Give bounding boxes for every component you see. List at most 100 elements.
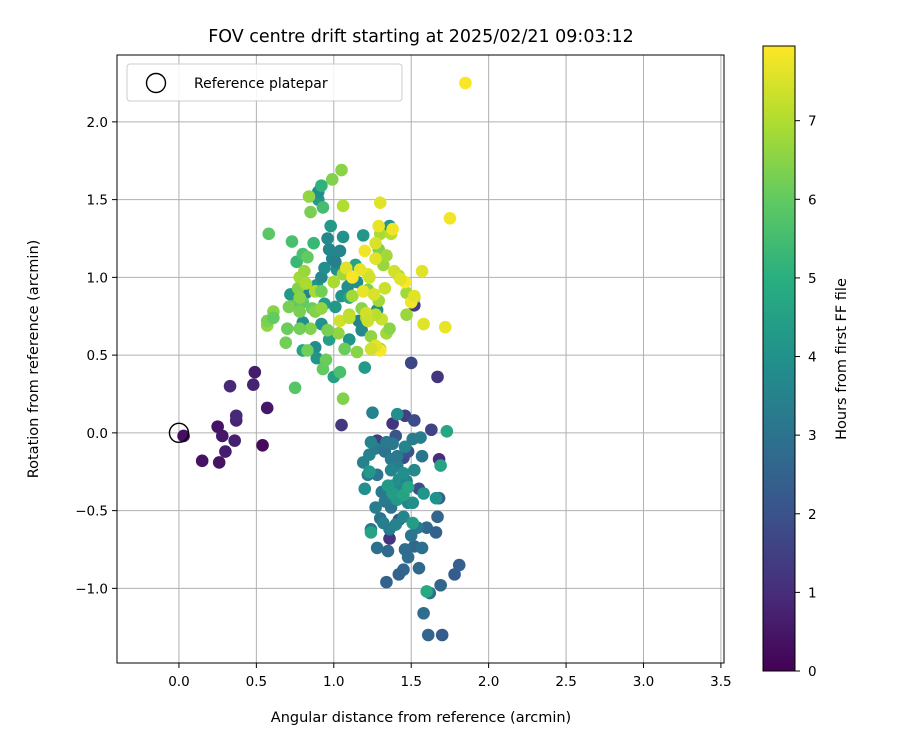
data-point [336, 199, 350, 213]
data-point [429, 491, 443, 505]
data-point [356, 285, 370, 298]
colorbar-tick-label: 2 [808, 507, 817, 523]
colorbar-tick-label: 5 [808, 271, 817, 287]
data-point [267, 311, 280, 325]
data-point [335, 163, 348, 177]
data-point [401, 480, 415, 494]
data-point [322, 243, 336, 256]
data-point [408, 414, 421, 427]
reference-platepar-marker [168, 422, 190, 444]
data-point [339, 261, 353, 275]
data-point [389, 518, 403, 531]
data-point [392, 568, 406, 581]
data-point [384, 463, 398, 477]
data-point [381, 544, 395, 558]
data-point [325, 173, 339, 186]
data-point [219, 445, 232, 458]
data-point [246, 378, 260, 391]
plot-area-frame [116, 54, 725, 664]
legend-label: Reference platepar [194, 76, 328, 92]
data-point [417, 606, 430, 620]
legend-box [126, 63, 403, 102]
data-point [414, 431, 427, 444]
colorbar-tick-label: 4 [808, 350, 817, 366]
data-point [364, 435, 378, 449]
data-point [398, 543, 412, 556]
y-tick-label: −0.5 [75, 504, 108, 520]
y-tick-label: 0.0 [87, 426, 108, 442]
data-point [370, 541, 384, 555]
data-point [293, 305, 307, 318]
data-point [358, 482, 372, 496]
data-point [282, 300, 296, 314]
data-point [195, 454, 209, 468]
data-point [383, 322, 396, 335]
data-point [394, 272, 407, 286]
data-point [302, 190, 316, 203]
data-point [443, 211, 457, 225]
data-point [346, 271, 359, 284]
data-point [333, 244, 347, 258]
colorbar-tick-label: 3 [808, 428, 817, 444]
data-point [301, 344, 314, 357]
data-point [318, 261, 331, 275]
x-tick-label: 1.0 [323, 674, 344, 690]
data-point [336, 392, 350, 405]
colorbar-tick-label: 0 [808, 664, 817, 680]
data-point [211, 420, 224, 433]
data-point [390, 449, 404, 463]
data-point [333, 365, 347, 379]
data-point [363, 465, 376, 479]
data-point [316, 201, 330, 214]
data-point [315, 179, 328, 192]
data-point [342, 333, 356, 346]
x-tick-label: 2.0 [478, 674, 499, 690]
data-point [321, 323, 334, 337]
data-point [364, 330, 378, 343]
x-tick-label: 1.5 [400, 674, 421, 690]
x-axis-ticks: 0.0 0.5 1.0 1.5 2.0 2.5 3.0 3.5 [168, 663, 732, 690]
data-point [356, 229, 370, 242]
chart-title: FOV centre drift starting at 2025/02/21 … [208, 27, 634, 47]
data-point [256, 439, 269, 452]
legend-marker-circle-icon [145, 72, 167, 94]
data-point [338, 342, 351, 356]
colorbar-tick-label: 1 [808, 585, 817, 601]
data-point [420, 585, 433, 598]
data-point [212, 456, 226, 469]
data-point [367, 288, 381, 301]
data-point [350, 345, 364, 359]
data-point [372, 219, 385, 233]
data-point [373, 196, 387, 210]
data-point [315, 302, 328, 315]
data-point [281, 322, 294, 335]
x-tick-label: 0.5 [246, 674, 267, 690]
data-point [327, 275, 341, 289]
data-point [386, 417, 399, 430]
x-tick-label: 3.5 [710, 674, 731, 690]
x-tick-label: 2.5 [555, 674, 576, 690]
y-tick-label: −1.0 [75, 581, 108, 597]
y-tick-label: 1.0 [87, 270, 108, 286]
data-point [420, 521, 433, 535]
y-tick-label: 2.0 [87, 115, 108, 131]
data-point [380, 435, 393, 449]
data-point [406, 516, 420, 530]
data-point [307, 236, 320, 250]
data-point [390, 407, 404, 421]
x-axis-label: Angular distance from reference (arcmin) [271, 710, 571, 726]
data-point [459, 76, 472, 90]
colorbar-label: Hours from first FF file [834, 278, 850, 440]
data-point [215, 429, 229, 443]
data-point [319, 353, 333, 367]
colorbar-ticks: 0 1 2 3 4 5 6 7 [795, 114, 817, 680]
data-point [321, 232, 334, 245]
colorbar-tick-label: 7 [808, 114, 817, 130]
data-point [417, 487, 430, 500]
data-point [425, 423, 438, 437]
data-point [397, 510, 410, 524]
data-point [223, 379, 237, 393]
data-point [329, 300, 342, 314]
data-point [304, 322, 317, 335]
